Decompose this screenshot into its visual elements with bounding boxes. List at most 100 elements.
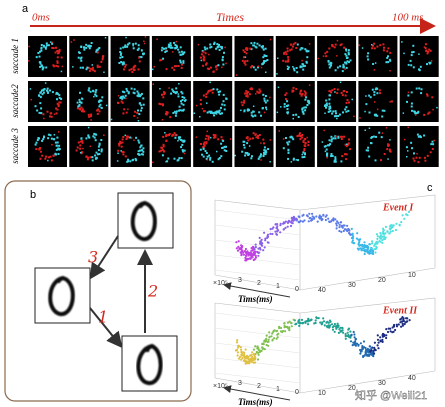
event-dot bbox=[90, 113, 93, 116]
event-dot bbox=[119, 140, 122, 143]
event-dot bbox=[426, 94, 429, 97]
event-dot bbox=[96, 66, 99, 69]
event-dot bbox=[383, 109, 386, 112]
event-dot bbox=[246, 142, 249, 145]
event-dot bbox=[98, 110, 101, 113]
event-point bbox=[285, 325, 288, 328]
event-dot bbox=[96, 51, 99, 54]
event-dot bbox=[165, 112, 168, 115]
depth-tick: 0 bbox=[295, 286, 299, 293]
event-dot bbox=[221, 138, 224, 141]
axis-label: Tims(ms) bbox=[238, 397, 273, 407]
event-dot bbox=[127, 91, 130, 94]
noise-dot bbox=[183, 152, 186, 155]
time-label: Times bbox=[216, 10, 244, 24]
event-dot bbox=[287, 148, 290, 151]
event-dot bbox=[221, 56, 224, 59]
event-point bbox=[373, 341, 376, 344]
event-dot bbox=[304, 94, 307, 97]
event-dot bbox=[217, 45, 219, 48]
event-dot bbox=[54, 153, 57, 156]
event-point bbox=[401, 322, 404, 325]
event-dot bbox=[81, 108, 84, 111]
event-dot bbox=[297, 134, 300, 137]
event-dot bbox=[177, 65, 180, 67]
event-dot bbox=[222, 139, 225, 142]
event-dot bbox=[49, 112, 52, 115]
event-dot bbox=[87, 66, 90, 69]
event-dot bbox=[175, 87, 178, 90]
event-point bbox=[347, 328, 350, 331]
noise-dot bbox=[280, 106, 282, 108]
event-dot bbox=[303, 149, 306, 152]
grid-line bbox=[214, 224, 301, 236]
event-dot bbox=[262, 48, 265, 51]
event-dot bbox=[183, 149, 186, 152]
event-dot bbox=[335, 112, 337, 115]
event-point bbox=[268, 331, 271, 334]
noise-dot bbox=[152, 68, 154, 71]
event-dot bbox=[329, 110, 332, 113]
axis-frame bbox=[214, 194, 436, 291]
event-point bbox=[320, 322, 323, 326]
event-point bbox=[355, 342, 358, 345]
event-dot bbox=[40, 49, 43, 52]
event-dot bbox=[98, 65, 101, 68]
event-point bbox=[267, 241, 270, 244]
event-point bbox=[391, 229, 394, 233]
noise-dot bbox=[407, 150, 409, 152]
event-point bbox=[350, 334, 353, 337]
event-point bbox=[323, 324, 326, 327]
noise-dot bbox=[278, 130, 280, 132]
noise-dot bbox=[365, 95, 367, 97]
event-dot bbox=[141, 149, 144, 152]
event-dot bbox=[221, 59, 224, 62]
event-dot bbox=[39, 96, 42, 99]
event-dot bbox=[432, 143, 435, 146]
event-dot bbox=[127, 43, 129, 46]
depth-tick: 2 bbox=[257, 280, 261, 287]
event-dot bbox=[221, 112, 223, 115]
event-point bbox=[378, 236, 381, 239]
event-dot bbox=[140, 109, 143, 112]
event-point bbox=[263, 246, 266, 249]
event-dot bbox=[126, 160, 129, 163]
event-point bbox=[335, 222, 338, 225]
noise-dot bbox=[263, 111, 266, 114]
event-dot bbox=[167, 157, 170, 160]
event-dot bbox=[328, 98, 331, 101]
event-dot bbox=[142, 153, 144, 156]
event-dot bbox=[123, 91, 126, 94]
event-point bbox=[271, 332, 274, 335]
event-point bbox=[328, 325, 331, 328]
event-dot bbox=[205, 95, 208, 98]
frame-bg bbox=[151, 36, 191, 77]
event-dot bbox=[163, 47, 165, 50]
event-dot bbox=[39, 157, 42, 160]
event-dot bbox=[245, 95, 248, 98]
event-point bbox=[348, 232, 351, 235]
event-dot bbox=[344, 53, 347, 56]
event-dot bbox=[81, 151, 84, 154]
event-dot bbox=[47, 44, 50, 47]
event-dot bbox=[331, 155, 334, 157]
event-point bbox=[259, 350, 262, 353]
event-point bbox=[349, 233, 352, 236]
event-dot bbox=[428, 48, 431, 51]
event-dot bbox=[57, 52, 59, 55]
event-dot bbox=[39, 150, 42, 153]
event-dot bbox=[222, 93, 225, 96]
event-point bbox=[242, 253, 245, 256]
event-dot bbox=[80, 59, 83, 62]
event-point bbox=[399, 318, 402, 321]
event-point bbox=[379, 340, 382, 343]
event-dot bbox=[87, 113, 90, 116]
event-dot bbox=[79, 108, 82, 111]
event-dot bbox=[420, 88, 423, 91]
event-dot bbox=[97, 149, 100, 152]
event-point bbox=[376, 338, 380, 341]
event-dot bbox=[332, 137, 335, 140]
event-dot bbox=[134, 110, 137, 113]
event-point bbox=[363, 241, 366, 244]
